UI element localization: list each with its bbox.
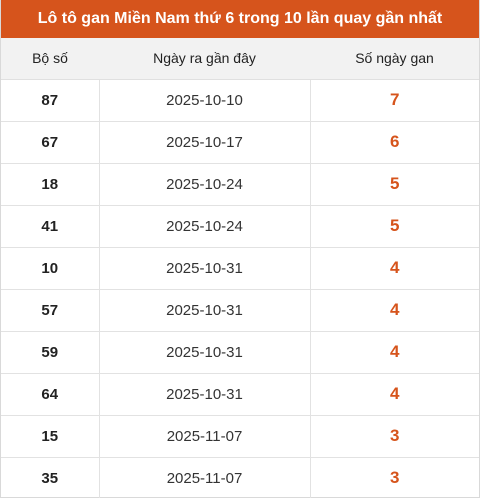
cell-number: 59 (1, 331, 100, 374)
table-row: 18 2025-10-24 5 (1, 163, 479, 206)
cell-gan-days: 3 (310, 415, 479, 458)
cell-number: 18 (1, 163, 100, 206)
table-row: 67 2025-10-17 6 (1, 121, 479, 164)
cell-date: 2025-11-07 (99, 415, 311, 458)
cell-date: 2025-10-10 (99, 79, 311, 122)
cell-gan-days: 4 (310, 247, 479, 290)
cell-number: 15 (1, 415, 100, 458)
gan-table: Bộ số Ngày ra gần đây Số ngày gan 87 202… (1, 38, 479, 498)
cell-number: 35 (1, 457, 100, 498)
cell-number: 64 (1, 373, 100, 416)
cell-number: 57 (1, 289, 100, 332)
cell-gan-days: 4 (310, 289, 479, 332)
table-row: 41 2025-10-24 5 (1, 205, 479, 248)
cell-gan-days: 4 (310, 331, 479, 374)
cell-number: 10 (1, 247, 100, 290)
cell-date: 2025-10-31 (99, 331, 311, 374)
cell-date: 2025-10-31 (99, 373, 311, 416)
cell-date: 2025-10-24 (99, 205, 311, 248)
table-header-row: Bộ số Ngày ra gần đây Số ngày gan (1, 38, 479, 80)
header-gan-days: Số ngày gan (310, 38, 479, 80)
cell-number: 87 (1, 79, 100, 122)
cell-date: 2025-11-07 (99, 457, 311, 498)
cell-gan-days: 6 (310, 121, 479, 164)
table-row: 15 2025-11-07 3 (1, 415, 479, 458)
cell-gan-days: 7 (310, 79, 479, 122)
cell-date: 2025-10-24 (99, 163, 311, 206)
cell-gan-days: 3 (310, 457, 479, 498)
cell-number: 41 (1, 205, 100, 248)
table-row: 57 2025-10-31 4 (1, 289, 479, 332)
cell-number: 67 (1, 121, 100, 164)
header-number: Bộ số (1, 38, 99, 80)
cell-date: 2025-10-31 (99, 247, 311, 290)
cell-gan-days: 5 (310, 163, 479, 206)
cell-gan-days: 5 (310, 205, 479, 248)
table-row: 35 2025-11-07 3 (1, 457, 479, 498)
cell-date: 2025-10-17 (99, 121, 311, 164)
cell-gan-days: 4 (310, 373, 479, 416)
header-recent-date: Ngày ra gần đây (99, 38, 310, 80)
table-row: 64 2025-10-31 4 (1, 373, 479, 416)
table-row: 10 2025-10-31 4 (1, 247, 479, 290)
cell-date: 2025-10-31 (99, 289, 311, 332)
table-row: 59 2025-10-31 4 (1, 331, 479, 374)
table-row: 87 2025-10-10 7 (1, 79, 479, 122)
table-title: Lô tô gan Miền Nam thứ 6 trong 10 lần qu… (1, 0, 479, 38)
